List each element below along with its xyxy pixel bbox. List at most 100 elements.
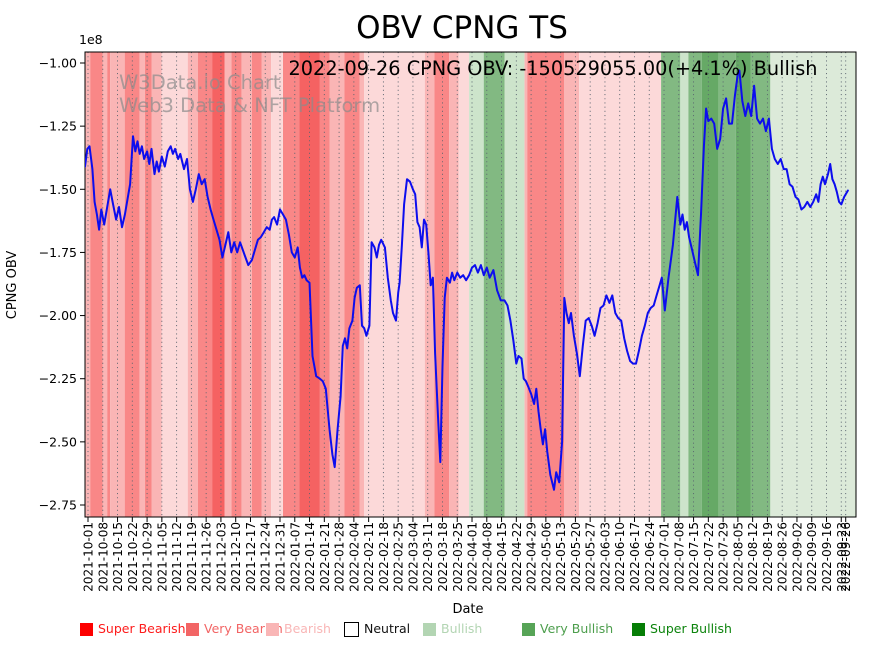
legend-item-very-bullish: Very Bullish (522, 621, 613, 637)
x-tick-label: 2021-10-15 (111, 522, 125, 592)
x-tick-label: 2022-06-03 (598, 522, 612, 592)
legend-label: Neutral (364, 621, 411, 636)
legend-item-neutral: Neutral (344, 621, 410, 637)
legend-label: Super Bullish (650, 621, 732, 636)
y-axis-label: CPNG OBV (5, 251, 20, 320)
x-tick-label: 2022-02-18 (377, 522, 391, 592)
super-bullish-swatch-icon (632, 622, 645, 636)
watermark-line-2: Web3 Data & NFT Platform (119, 94, 380, 117)
x-tick-label: 2022-04-01 (466, 522, 480, 592)
y-tick-label: −1.75 (39, 245, 77, 260)
y-tick-label: −1.50 (39, 182, 77, 197)
x-tick-label: 2022-01-28 (333, 522, 347, 592)
sentiment-band-bearish (524, 52, 528, 517)
x-tick-label: 2022-03-25 (451, 522, 465, 592)
watermark-line-1: W3Data.io Chart (119, 71, 281, 94)
x-tick-label: 2022-05-13 (554, 522, 568, 592)
x-tick-label: 2022-05-20 (569, 522, 583, 592)
x-tick-label: 2022-07-01 (658, 522, 672, 592)
x-axis-label: Date (452, 602, 483, 617)
x-tick-label: 2022-07-22 (702, 522, 716, 592)
x-tick-label: 2022-01-07 (288, 522, 302, 592)
x-tick-label: 2022-06-17 (628, 522, 642, 592)
sentiment-band-bearish (224, 52, 232, 517)
legend-label: Very Bearish (204, 621, 283, 636)
sentiment-band-bearish (102, 52, 108, 517)
legend-item-bearish: Bearish (266, 621, 331, 637)
sentiment-band-very-bearish (124, 52, 140, 517)
sentiment-band-bearish-weak (271, 52, 283, 517)
plot-frame (84, 51, 857, 518)
x-tick-label: 2021-12-10 (229, 522, 243, 592)
sentiment-band-very-bearish (198, 52, 212, 517)
sentiment-band-bullish (504, 52, 525, 517)
sentiment-band-bearish (151, 52, 162, 517)
sentiment-band-bearish (261, 52, 272, 517)
x-tick-label: 2022-04-29 (525, 522, 539, 592)
x-tick-label: 2022-07-08 (672, 522, 686, 592)
neutral-swatch-icon (344, 621, 359, 637)
chart-title: OBV CPNG TS (356, 10, 568, 46)
y-axis-offset-label: 1e8 (79, 32, 103, 47)
legend-item-bullish: Bullish (423, 621, 482, 637)
sentiment-band-very-bearish (231, 52, 242, 517)
very-bullish-swatch-icon (522, 622, 535, 636)
legend-item-super-bullish: Super Bullish (632, 621, 732, 637)
y-tick-label: −2.75 (39, 497, 77, 512)
x-tick-label: 2022-02-04 (347, 522, 361, 592)
x-tick-label: 2022-05-27 (584, 522, 598, 592)
bullish-swatch-icon (423, 622, 436, 636)
x-tick-label: 2021-10-22 (126, 522, 140, 592)
y-tick-label: −2.25 (39, 371, 77, 386)
sentiment-band-bearish (564, 52, 580, 517)
x-tick-label: 2021-10-01 (82, 522, 96, 592)
sentiment-band-very-bearish (283, 52, 300, 517)
x-tick-label: 2022-06-24 (643, 522, 657, 592)
sentiment-band-very-bearish (144, 52, 152, 517)
sentiment-band-bearish (241, 52, 252, 517)
x-tick-label: 2022-01-21 (318, 522, 332, 592)
sentiment-band-super-bullish (701, 52, 719, 517)
sentiment-band-bearish-weak (161, 52, 188, 517)
x-tick-label: 2022-03-18 (436, 522, 450, 592)
legend-item-very-bearish: Very Bearish (186, 621, 283, 637)
sentiment-band-very-bullish (483, 52, 505, 517)
x-tick-label: 2022-04-15 (495, 522, 509, 592)
x-tick-label: 2021-11-05 (155, 522, 169, 592)
x-tick-label: 2021-10-29 (141, 522, 155, 592)
x-tick-label: 2022-02-25 (392, 522, 406, 592)
sentiment-band-very-bearish (107, 52, 111, 517)
x-tick-label: 2021-12-24 (259, 522, 273, 592)
legend-item-super-bearish: Super Bearish (80, 621, 186, 637)
x-tick-label: 2022-09-09 (805, 522, 819, 592)
x-tick-label: 2021-12-17 (244, 522, 258, 592)
sentiment-band-very-bullish (688, 52, 702, 517)
x-tick-label: 2022-04-22 (510, 522, 524, 592)
sentiment-band-bearish-weak (364, 52, 425, 517)
legend-label: Very Bullish (540, 621, 614, 636)
sentiment-band-bullish (680, 52, 689, 517)
x-tick-label: 2022-08-26 (776, 522, 790, 592)
super-bearish-swatch-icon (80, 622, 93, 636)
y-tick-label: −2.50 (39, 434, 77, 449)
y-tick-label: −1.00 (39, 56, 77, 71)
sentiment-band-bearish (424, 52, 435, 517)
legend-label: Super Bearish (98, 621, 186, 636)
x-tick-label: 2021-10-08 (96, 522, 110, 592)
x-tick-label: 2022-07-29 (717, 522, 731, 592)
x-tick-label: 2022-09-26 (839, 522, 853, 592)
sentiment-band-bearish (187, 52, 198, 517)
obv-line (85, 69, 849, 491)
y-tick-label: −2.00 (39, 308, 77, 323)
sentiment-band-bearish (85, 52, 91, 517)
legend-label: Bullish (441, 621, 483, 636)
x-tick-label: 2022-08-19 (761, 522, 775, 592)
x-tick-label: 2021-11-19 (185, 522, 199, 592)
sentiment-band-bearish (110, 52, 125, 517)
sentiment-bands-layer (84, 51, 857, 518)
x-tick-label: 2022-05-06 (539, 522, 553, 592)
x-tick-label: 2022-04-08 (480, 522, 494, 592)
x-tick-label: 2022-03-04 (406, 522, 420, 592)
